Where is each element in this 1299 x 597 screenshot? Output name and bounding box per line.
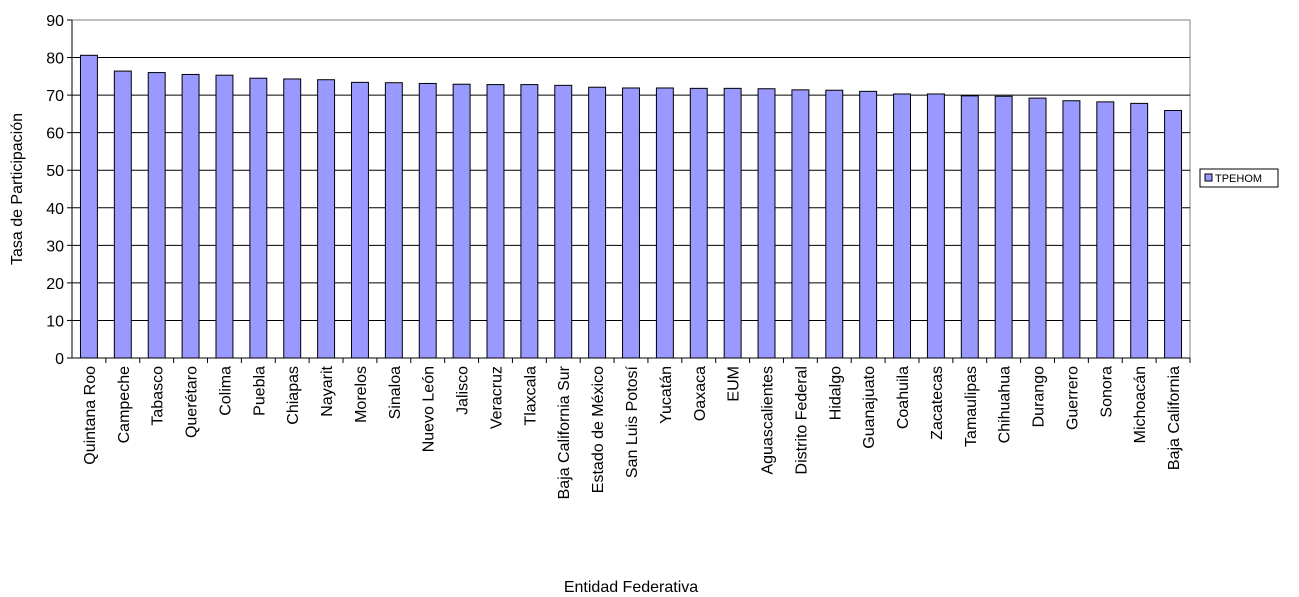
x-tick-label: Colima [217, 366, 234, 416]
x-tick-label: Aguascalientes [760, 366, 777, 475]
bar [1062, 100, 1081, 359]
x-tick-label: Baja California [1166, 366, 1183, 470]
bar [554, 84, 573, 359]
bar [384, 82, 403, 359]
x-tick-label: Tabasco [150, 366, 167, 426]
x-tick-label: Campeche [116, 366, 133, 443]
bar [1096, 101, 1115, 359]
y-tick-label: 50 [46, 163, 64, 180]
bar [689, 87, 708, 359]
x-tick-label: Morelos [353, 366, 370, 423]
bar [1028, 97, 1047, 359]
y-tick-label: 70 [46, 88, 64, 105]
bar [960, 95, 979, 359]
y-tick-label: 10 [46, 313, 64, 330]
bar [317, 79, 336, 359]
y-tick-label: 80 [46, 51, 64, 68]
bar [418, 82, 437, 359]
x-tick-label: Sonora [1098, 366, 1115, 418]
y-tick-label: 90 [46, 13, 64, 30]
bar [181, 73, 200, 359]
x-tick-label: San Luis Potosí [624, 365, 641, 478]
bar [147, 72, 166, 359]
x-tick-label: Querétaro [184, 366, 201, 438]
x-tick-label: Chiapas [285, 366, 302, 425]
y-tick-label: 0 [55, 351, 64, 368]
x-tick-label: Coahuila [895, 366, 912, 429]
x-tick-label: Zacatecas [929, 366, 946, 440]
x-tick-label: Michoacán [1132, 366, 1149, 443]
bar [79, 54, 98, 359]
bar [791, 89, 810, 359]
x-tick-label: Baja California Sur [556, 365, 573, 499]
bar [588, 86, 607, 359]
x-tick-label: Puebla [251, 366, 268, 416]
x-tick-label: EUM [726, 366, 743, 402]
x-tick-label: Chihuahua [997, 366, 1014, 444]
x-tick-label: Sinaloa [387, 366, 404, 419]
bar [655, 87, 674, 359]
y-tick-label: 20 [46, 276, 64, 293]
y-tick-label: 40 [46, 201, 64, 218]
y-axis-ticks: 0 10 20 30 40 50 60 70 80 90 [46, 13, 72, 368]
x-tick-label: Quintana Roo [82, 366, 99, 465]
legend: TPEHOM [1199, 168, 1279, 188]
bar [994, 95, 1013, 359]
bar [249, 77, 268, 359]
x-tick-label: Tamaulipas [963, 366, 980, 447]
x-tick-label: Veracruz [488, 366, 505, 429]
bar [825, 89, 844, 359]
x-tick-label: Tlaxcala [522, 366, 539, 426]
y-tick-label: 30 [46, 238, 64, 255]
x-axis-title: Entidad Federativa [564, 579, 698, 596]
y-axis-title: Tasa de Participación [9, 113, 26, 265]
bar [1164, 110, 1183, 359]
legend-label-tpehom: TPEHOM [1215, 173, 1262, 185]
x-tick-label: Nuevo León [421, 366, 438, 452]
bar [723, 87, 742, 359]
bar [351, 81, 369, 359]
bar [452, 83, 471, 359]
bar [486, 84, 505, 359]
x-axis-ticks: Quintana Roo Campeche Tabasco Querétaro Coli… [82, 358, 1191, 499]
x-tick-label: Hidalgo [827, 366, 844, 420]
x-tick-label: Distrito Federal [793, 366, 810, 474]
x-tick-label: Guerrero [1064, 366, 1081, 430]
legend-box [1199, 168, 1279, 188]
x-tick-label: Nayarit [319, 365, 336, 416]
x-tick-label: Oaxaca [692, 366, 709, 421]
bar [283, 78, 302, 359]
bar [757, 88, 776, 359]
bar [1130, 102, 1149, 359]
bar [113, 70, 132, 359]
bar [622, 87, 640, 359]
legend-swatch-tpehom [1204, 173, 1213, 182]
x-tick-label: Guanajuato [861, 366, 878, 449]
bar [520, 84, 539, 359]
bar [859, 90, 878, 359]
bar [893, 93, 912, 359]
x-tick-label: Jalisco [455, 366, 472, 415]
y-tick-label: 60 [46, 126, 64, 143]
bars [79, 54, 1183, 359]
x-tick-label: Estado de México [590, 366, 607, 493]
x-tick-label: Yucatán [658, 366, 675, 424]
bar [215, 74, 234, 359]
x-tick-label: Durango [1031, 366, 1048, 427]
bar [926, 93, 945, 359]
